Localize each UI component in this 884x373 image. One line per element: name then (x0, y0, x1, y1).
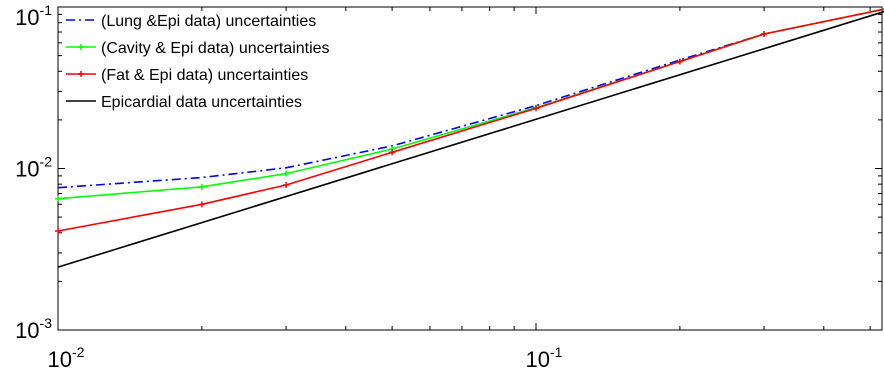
y-tick-label: 10-2 (15, 154, 52, 182)
series-line-2 (57, 8, 884, 232)
legend-label: (Cavity & Epi data) uncertainties (101, 40, 330, 57)
x-tick-label: 10-2 (48, 344, 85, 372)
legend-label: Epicardial data uncertainties (101, 94, 302, 111)
data-point-marker (533, 105, 539, 112)
legend-label: (Lung &Epi data) uncertainties (101, 13, 316, 30)
y-tick-label: 10-1 (15, 2, 52, 30)
data-point-marker (389, 149, 396, 156)
x-tick-label: 10-1 (526, 344, 563, 372)
legend-marker (78, 44, 84, 50)
data-point-marker (198, 201, 205, 208)
legend-label: (Fat & Epi data) uncertainties (101, 67, 308, 84)
data-point-marker (55, 228, 61, 235)
data-point-marker (283, 170, 290, 177)
series-layer (55, 8, 884, 268)
data-point-marker (198, 183, 205, 190)
data-point-marker (283, 182, 290, 189)
legend-marker (78, 71, 84, 77)
tick-labels: 10-310-210-110-2 10-1 (15, 2, 563, 372)
axes (57, 6, 883, 331)
legend: (Lung &Epi data) uncertainties (Cavity & … (66, 13, 330, 111)
data-point-marker (55, 195, 61, 202)
y-tick-label: 10-3 (15, 315, 52, 343)
data-point-marker (761, 31, 768, 38)
series-line-3 (57, 10, 884, 268)
data-point-marker (676, 58, 683, 65)
